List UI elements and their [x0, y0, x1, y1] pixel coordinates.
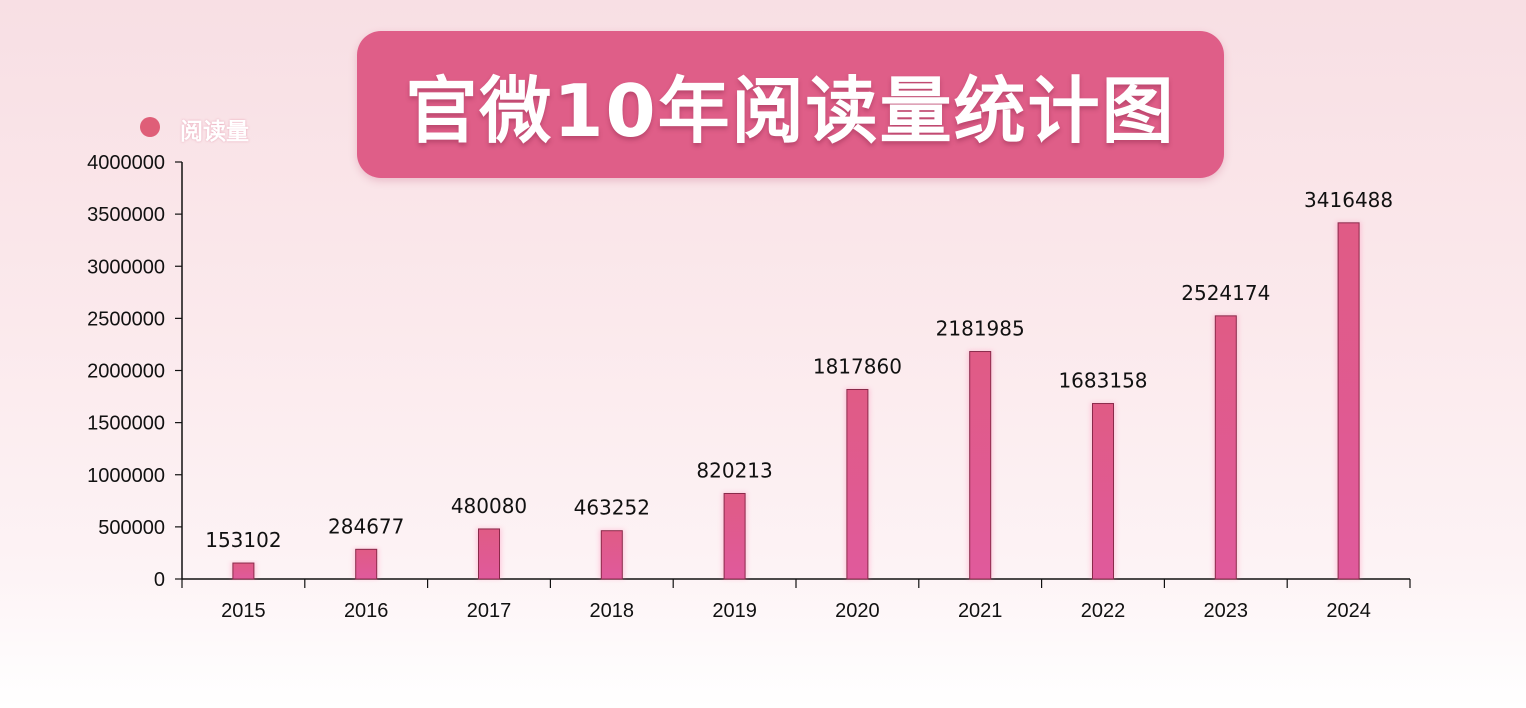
- x-tick-label: 2016: [344, 600, 389, 622]
- bar: [723, 492, 746, 580]
- bar-value-label: 284677: [328, 514, 404, 538]
- y-tick-label: 500000: [98, 517, 165, 539]
- bar: [1214, 315, 1237, 580]
- bar-value-label: 1817860: [813, 354, 902, 378]
- bar-value-label: 2181985: [936, 317, 1025, 341]
- bar: [1092, 403, 1114, 580]
- bar-value-label: 3416488: [1304, 188, 1393, 212]
- y-tick-label: 0: [154, 569, 165, 591]
- x-tick-label: 2021: [958, 600, 1003, 622]
- x-tick-label: 2022: [1081, 600, 1126, 622]
- bar: [232, 562, 255, 580]
- y-tick-label: 3500000: [87, 204, 165, 226]
- x-tick-label: 2019: [712, 600, 757, 622]
- bar-value-label: 820213: [696, 458, 772, 482]
- bar-value-label: 463252: [574, 496, 650, 520]
- x-tick-label: 2015: [221, 600, 266, 622]
- legend-label: 阅读量: [180, 119, 249, 145]
- bar-value-label: 480080: [451, 494, 527, 518]
- legend: 阅读量: [140, 108, 249, 146]
- bar-value-label: 2524174: [1181, 281, 1270, 305]
- y-tick-label: 1000000: [87, 465, 165, 487]
- bar: [600, 530, 623, 580]
- x-tick-label: 2023: [1204, 600, 1249, 622]
- bar: [969, 351, 992, 580]
- bar-value-label: 1683158: [1058, 369, 1147, 393]
- y-tick-label: 4000000: [87, 152, 165, 174]
- chart-title-banner: 官微10年阅读量统计图: [357, 31, 1224, 178]
- legend-marker-icon: [140, 117, 160, 137]
- bar-value-label: 153102: [205, 528, 281, 552]
- x-tick-label: 2017: [467, 600, 512, 622]
- x-tick-label: 2024: [1326, 600, 1371, 622]
- x-tick-label: 2020: [835, 600, 880, 622]
- bar: [355, 548, 378, 580]
- y-tick-label: 1500000: [87, 413, 165, 435]
- bar: [1337, 222, 1360, 580]
- y-tick-label: 3000000: [87, 256, 165, 278]
- y-tick-label: 2000000: [87, 361, 165, 383]
- y-tick-label: 2500000: [87, 308, 165, 330]
- bar: [478, 528, 500, 580]
- bar: [846, 388, 869, 580]
- x-tick-label: 2018: [590, 600, 635, 622]
- chart-title: 官微10年阅读量统计图: [405, 69, 1176, 153]
